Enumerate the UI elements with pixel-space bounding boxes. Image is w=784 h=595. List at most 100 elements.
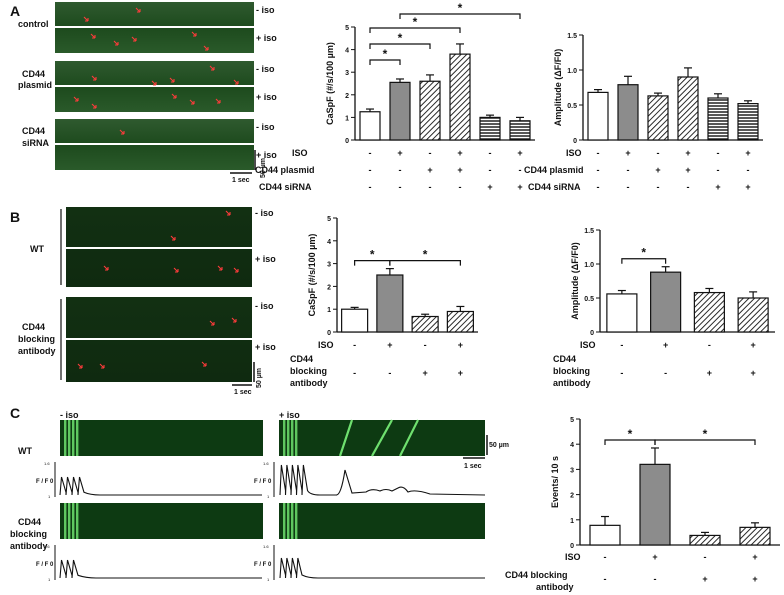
cond-label-antibody: antibody <box>553 378 591 388</box>
cond-label-cd44-plasmid: CD44 plasmid <box>524 165 584 175</box>
panel-letter-b: B <box>10 209 20 225</box>
significance-bracket <box>621 258 667 264</box>
significance-bracket <box>369 43 431 49</box>
label-minus-iso: - iso <box>60 410 79 420</box>
spark-arrow-icon <box>171 93 177 99</box>
condition-sign: + <box>685 165 690 175</box>
panel-letter-a: A <box>10 3 20 19</box>
y-tick-label: 2 <box>570 493 574 500</box>
row-label-blocking: blocking <box>18 334 55 344</box>
y-tick-label: 5 <box>570 417 574 424</box>
condition-sign: - <box>597 182 600 192</box>
bar <box>617 84 639 141</box>
label-plus-iso: + iso <box>256 92 277 102</box>
y-tick-label: 4 <box>327 239 331 246</box>
trace-tick-top: 1.6 <box>44 461 50 466</box>
conditions-b: ISO CD44 blocking antibody ISO CD44 bloc… <box>290 340 596 388</box>
trace-label: F / F 0 <box>36 479 54 485</box>
panel-c-images: - iso + iso WT CD44 blocking antibody F … <box>10 410 509 582</box>
cond-label-antibody: antibody <box>536 582 574 592</box>
condition-sign: + <box>750 340 755 350</box>
spark-arrow-icon <box>217 265 223 271</box>
label-plus-iso: + iso <box>255 254 276 264</box>
y-tick-label: 2 <box>327 284 331 291</box>
trace-wt-minus-iso <box>59 476 262 496</box>
condition-sign: + <box>702 574 707 584</box>
condition-sign: - <box>369 182 372 192</box>
condition-sign: + <box>517 148 522 158</box>
significance-star: * <box>628 427 633 441</box>
condition-sign: - <box>597 165 600 175</box>
bar <box>589 524 621 546</box>
bar <box>707 97 729 141</box>
spark-arrow-icon <box>173 267 179 273</box>
condition-sign: - <box>388 368 391 378</box>
condition-sign: + <box>458 368 463 378</box>
y-axis-label: Amplitude (ΔF/F0) <box>570 242 580 319</box>
linescan-ab-minus-iso <box>60 503 263 539</box>
spark-arrow-icon <box>77 363 83 369</box>
y-tick-label: 3 <box>570 467 574 474</box>
significance-bracket <box>389 260 461 266</box>
linescan-ab-plus-iso <box>279 503 485 539</box>
spark-arrow-icon <box>119 129 125 135</box>
condition-sign: + <box>752 574 757 584</box>
condition-sign: + <box>387 340 392 350</box>
bar <box>587 91 609 141</box>
y-tick-label: 1 <box>345 115 349 122</box>
row-label-cd44: CD44 <box>18 517 41 527</box>
scale-space-label: 50 µm <box>260 158 267 178</box>
y-axis-label: CaSpF (#/s/100 µm) <box>325 42 335 125</box>
label-plus-iso: + iso <box>255 342 276 352</box>
spark-arrow-icon <box>73 96 79 102</box>
conditions-a: ISO CD44 plasmid CD44 siRNA ISO CD44 pla… <box>255 148 584 192</box>
condition-sign: + <box>517 182 522 192</box>
label-minus-iso: - iso <box>255 208 274 218</box>
label-plus-iso: + iso <box>256 150 277 160</box>
spark-arrow-icon <box>169 77 175 83</box>
cond-label-iso: ISO <box>318 340 334 350</box>
bar <box>737 102 759 141</box>
condition-sign: - <box>664 368 667 378</box>
condition-sign: - <box>747 165 750 175</box>
condition-sign: - <box>627 165 630 175</box>
row-label-sirna: siRNA <box>22 138 50 148</box>
bar <box>689 534 721 546</box>
bar <box>509 120 531 141</box>
trace-tick-bottom: 1 <box>48 494 51 499</box>
cond-label-cd44: CD44 <box>290 354 313 364</box>
row-label-wt: WT <box>30 244 44 254</box>
chart-a-caspf: 0 1 2 3 4 5 CaSpF (#/s/100 µm) * * * * - + - + - + - - + + - -… <box>325 1 535 192</box>
y-tick-label: 1.5 <box>584 228 594 235</box>
significance-star: * <box>641 246 646 260</box>
condition-sign: - <box>369 165 372 175</box>
chart-b-amplitude: 0 0.5 1.0 1.5 Amplitude (ΔF/F0) * - + - + - - + + <box>570 228 775 378</box>
cond-label-cd44: CD44 <box>553 354 576 364</box>
label-minus-iso: - iso <box>255 301 274 311</box>
cond-label-cd44-plasmid: CD44 plasmid <box>255 165 315 175</box>
trace-wt-plus-iso <box>279 464 486 496</box>
chart-a-amplitude: 0 0.5 1.0 1.5 Amplitude (ΔF/F0) - + - + - + - - + + - - -… <box>553 33 763 192</box>
condition-sign: + <box>457 148 462 158</box>
spark-arrow-icon <box>170 235 176 241</box>
condition-sign: - <box>717 165 720 175</box>
cond-label-cd44-sirna: CD44 siRNA <box>259 182 312 192</box>
bar <box>389 81 411 141</box>
trace-tick-bottom: 1 <box>267 577 270 582</box>
condition-sign: + <box>397 148 402 158</box>
y-tick-label: 5 <box>345 25 349 32</box>
significance-star: * <box>423 248 428 262</box>
significance-bracket <box>369 27 461 33</box>
bar <box>739 526 771 546</box>
condition-sign: - <box>627 182 630 192</box>
spark-arrow-icon <box>191 31 197 37</box>
condition-sign: - <box>489 148 492 158</box>
bar <box>737 297 769 333</box>
y-axis-label: CaSpF (#/s/100 µm) <box>307 234 317 317</box>
trace-tick-top: 1.6 <box>263 461 269 466</box>
y-tick-label: 0 <box>573 138 577 145</box>
condition-sign: + <box>707 368 712 378</box>
trace-tick-bottom: 1 <box>48 577 51 582</box>
condition-sign: + <box>745 148 750 158</box>
row-label-cd44: CD44 <box>22 322 45 332</box>
